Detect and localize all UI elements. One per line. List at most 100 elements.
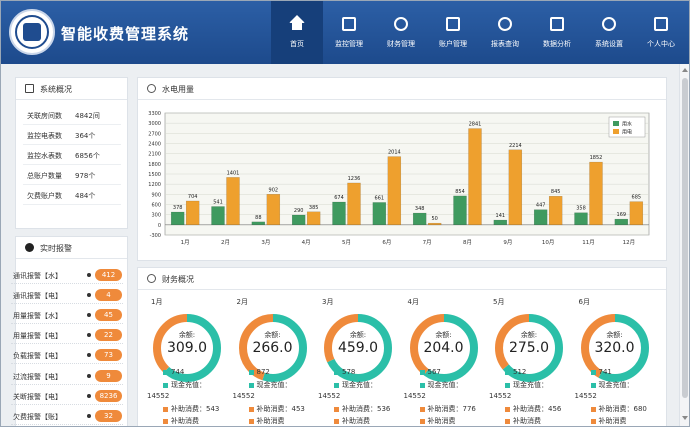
scrollbar-thumb[interactable] <box>682 78 688 398</box>
account-icon <box>446 17 460 31</box>
alarm-row[interactable]: 通讯报警【水】 412 <box>11 266 123 284</box>
bar-value-label: 88 <box>255 215 261 221</box>
subsidy-label: 补助消费：536 <box>334 404 390 414</box>
donut-segment <box>324 314 392 382</box>
report-icon <box>498 17 512 31</box>
bar-water <box>211 206 225 226</box>
x-tick-label: 10月 <box>542 239 555 246</box>
app-title: 智能收费管理系统 <box>61 25 190 43</box>
bar-electric <box>387 156 402 226</box>
nav-finance[interactable]: 财务管理 <box>375 1 427 64</box>
bar-water <box>251 221 266 226</box>
cash-topup-value: 14552 <box>489 392 512 400</box>
cash-topup-label: 现金充值： <box>505 380 548 390</box>
month-label: 4月 <box>407 298 419 306</box>
balance-donut <box>324 314 392 382</box>
month-label: 1月 <box>151 298 163 306</box>
legend-top-value: 744 <box>163 368 184 376</box>
bar-value-label: 1852 <box>590 155 603 161</box>
usage-title: 水电用量 <box>162 85 194 94</box>
legend-top-value: 872 <box>248 368 270 376</box>
bar-value-label: 1236 <box>348 176 361 182</box>
donut-center <box>163 324 211 372</box>
y-tick-label: 900 <box>151 192 161 198</box>
balance-label: 余额: <box>349 331 367 339</box>
donut-segment <box>409 314 478 382</box>
alarm-count-badge: 9 <box>95 370 122 382</box>
bar-electric <box>427 222 442 226</box>
balance-value: 320.0 <box>594 340 635 356</box>
bar-value-label: 169 <box>617 212 627 218</box>
y-tick-label: 2100 <box>148 152 161 158</box>
home-icon <box>289 15 305 30</box>
y-tick-label: 0 <box>158 223 161 229</box>
overview-row: 关联房间数 4842间 <box>23 105 121 125</box>
bar-water <box>291 214 306 226</box>
subsidy-label: 补助消费：453 <box>248 404 305 414</box>
x-tick-label: 2月 <box>221 239 230 246</box>
donut-center <box>248 324 297 372</box>
bar-value-label: 1401 <box>227 170 240 176</box>
cash-topup-value: 14552 <box>574 392 597 400</box>
nav-profile[interactable]: 个人中心 <box>635 1 687 64</box>
balance-value: 266.0 <box>252 340 293 356</box>
cash-topup-label: 现金充值： <box>419 380 463 390</box>
bar-electric <box>508 149 523 226</box>
nav-analysis[interactable]: 数据分析 <box>531 1 583 64</box>
y-tick-label: 3000 <box>148 121 161 127</box>
alarm-row[interactable]: 关断报警【电】 8236 <box>11 387 123 405</box>
balance-donut <box>238 314 307 382</box>
bar-value-label: 685 <box>632 195 642 201</box>
alarm-row[interactable]: 用量报警【电】 22 <box>11 326 123 344</box>
legend-swatch <box>613 121 619 126</box>
x-tick-label: 7月 <box>423 239 432 246</box>
x-tick-label: 9月 <box>503 239 512 246</box>
legend-top-value: 741 <box>590 368 612 376</box>
y-tick-label: 1200 <box>148 182 161 188</box>
subsidy2-label: 补助消费 <box>590 416 627 426</box>
bar-value-label: 141 <box>496 213 506 219</box>
balance-donut <box>153 314 221 382</box>
nav-settings[interactable]: 系统设置 <box>583 1 635 64</box>
bar-electric <box>226 177 240 226</box>
balance-label: 余额: <box>520 331 538 339</box>
nav-report[interactable]: 报表查询 <box>479 1 531 64</box>
bar-electric <box>347 182 361 226</box>
alarm-row[interactable]: 通讯报警【电】 4 <box>11 286 123 304</box>
bar-electric <box>589 161 603 226</box>
bar-water <box>412 212 427 226</box>
alarm-row[interactable]: 欠费报警【账】 32 <box>11 407 123 425</box>
finance-icon <box>394 17 408 31</box>
subsidy-label: 补助消费：456 <box>505 404 561 414</box>
month-label: 2月 <box>236 298 248 306</box>
subsidy-label: 补助消费：680 <box>590 404 647 414</box>
scrollbar-down-arrow[interactable] <box>682 416 688 420</box>
alarm-count-badge: 73 <box>95 349 122 361</box>
nav-monitor[interactable]: 监控管理 <box>323 1 375 64</box>
cash-topup-value: 14552 <box>147 392 170 400</box>
nav-account[interactable]: 账户管理 <box>427 1 479 64</box>
subsidy2-label: 补助消费 <box>505 416 541 426</box>
nav-home[interactable]: 首页 <box>271 1 323 64</box>
balance-value: 459.0 <box>337 340 379 356</box>
scrollbar-up-arrow[interactable] <box>682 68 688 72</box>
alarm-row[interactable]: 用量报警【水】 45 <box>11 306 123 324</box>
bar-electric <box>548 195 563 226</box>
monitor-icon <box>342 17 356 31</box>
donut-center <box>419 324 468 372</box>
balance-value: 275.0 <box>508 340 550 356</box>
alarm-row[interactable]: 过流报警【电】 9 <box>11 367 123 385</box>
bar-value-label: 385 <box>309 205 319 211</box>
x-tick-label: 8月 <box>463 239 472 246</box>
x-tick-label: 12月 <box>623 239 636 246</box>
legend-label: 用电 <box>622 129 632 136</box>
bar-value-label: 348 <box>415 206 425 212</box>
bar-value-label: 378 <box>173 205 183 211</box>
alarm-count-badge: 4 <box>95 289 122 301</box>
alarm-row[interactable]: 负载报警【电】 73 <box>11 346 123 364</box>
donut-segment <box>238 314 307 382</box>
finance-title: 财务概况 <box>162 275 194 284</box>
bar-water <box>332 201 346 226</box>
vertical-scrollbar[interactable] <box>679 64 689 426</box>
clock-icon <box>147 84 156 93</box>
